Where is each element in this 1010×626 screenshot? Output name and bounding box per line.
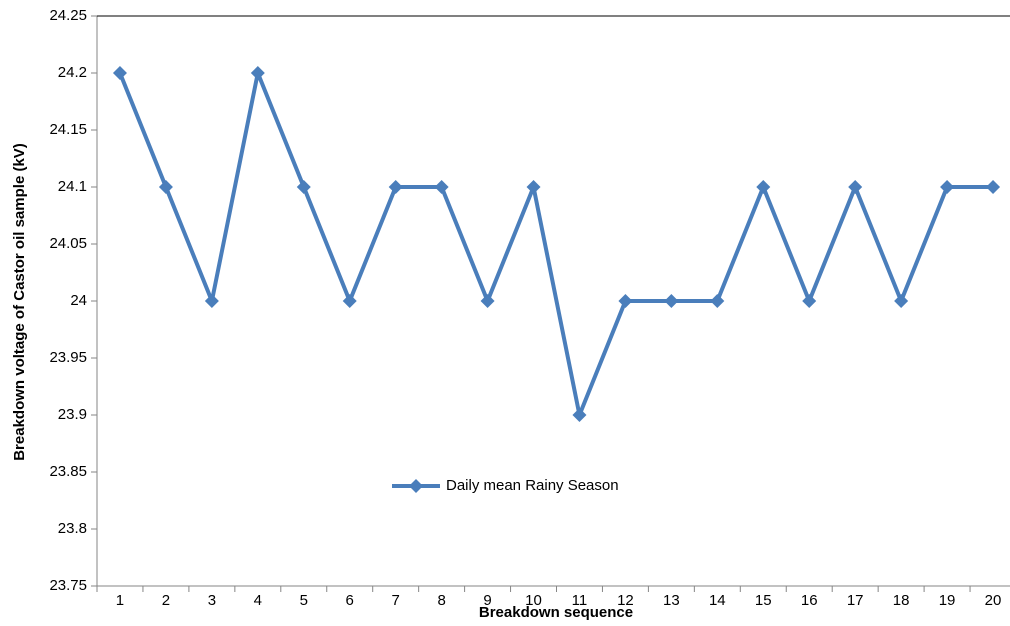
point-marker xyxy=(112,66,127,80)
legend-label: Daily mean Rainy Season xyxy=(446,477,619,494)
x-tick-label: 20 xyxy=(985,592,1002,609)
point-marker xyxy=(342,294,357,308)
point-marker xyxy=(618,294,633,308)
point-marker xyxy=(802,294,817,308)
x-tick-label: 9 xyxy=(483,592,491,609)
point-marker xyxy=(250,66,265,80)
series-line xyxy=(118,71,994,417)
point-marker xyxy=(894,294,909,308)
x-tick-label: 16 xyxy=(801,592,818,609)
x-tick-label: 10 xyxy=(525,592,542,609)
y-tick-label: 24.05 xyxy=(49,235,87,252)
y-tick-label: 24 xyxy=(70,292,87,309)
x-tick-label: 5 xyxy=(300,592,308,609)
point-marker xyxy=(710,294,725,308)
y-tick-label: 23.75 xyxy=(49,577,87,594)
x-tick-label: 19 xyxy=(939,592,956,609)
point-marker xyxy=(526,180,541,194)
x-tick-label: 14 xyxy=(709,592,726,609)
point-marker xyxy=(434,180,449,194)
y-tick-label: 24.25 xyxy=(49,7,87,24)
x-axis-title: Breakdown sequence xyxy=(479,604,633,621)
x-tick-label: 12 xyxy=(617,592,634,609)
point-marker xyxy=(940,180,955,194)
x-tick-label: 18 xyxy=(893,592,910,609)
point-marker xyxy=(756,180,771,194)
point-marker xyxy=(848,180,863,194)
y-axis-title: Breakdown voltage of Castor oil sample (… xyxy=(11,143,28,461)
y-tick-label: 24.15 xyxy=(49,121,87,138)
y-tick-label: 24.2 xyxy=(58,64,87,81)
x-tick-label: 3 xyxy=(208,592,216,609)
y-tick-label: 23.9 xyxy=(58,406,87,423)
point-marker xyxy=(480,294,495,308)
point-marker xyxy=(158,180,173,194)
x-tick-label: 7 xyxy=(392,592,400,609)
x-tick-label: 17 xyxy=(847,592,864,609)
x-tick-label: 13 xyxy=(663,592,680,609)
y-tick-label: 23.85 xyxy=(49,463,87,480)
point-marker xyxy=(986,180,1001,194)
point-marker xyxy=(572,408,587,422)
x-tick-label: 6 xyxy=(346,592,354,609)
x-tick-label: 1 xyxy=(116,592,124,609)
x-tick-label: 8 xyxy=(437,592,445,609)
point-marker xyxy=(664,294,679,308)
point-marker xyxy=(296,180,311,194)
legend-marker xyxy=(409,479,423,493)
x-tick-label: 11 xyxy=(572,592,588,609)
x-tick-label: 2 xyxy=(162,592,170,609)
y-tick-label: 23.95 xyxy=(49,349,87,366)
x-tick-label: 4 xyxy=(254,592,262,609)
point-marker xyxy=(388,180,403,194)
x-tick-label: 15 xyxy=(755,592,772,609)
y-tick-label: 23.8 xyxy=(58,520,87,537)
y-tick-label: 24.1 xyxy=(58,178,87,195)
point-marker xyxy=(204,294,219,308)
